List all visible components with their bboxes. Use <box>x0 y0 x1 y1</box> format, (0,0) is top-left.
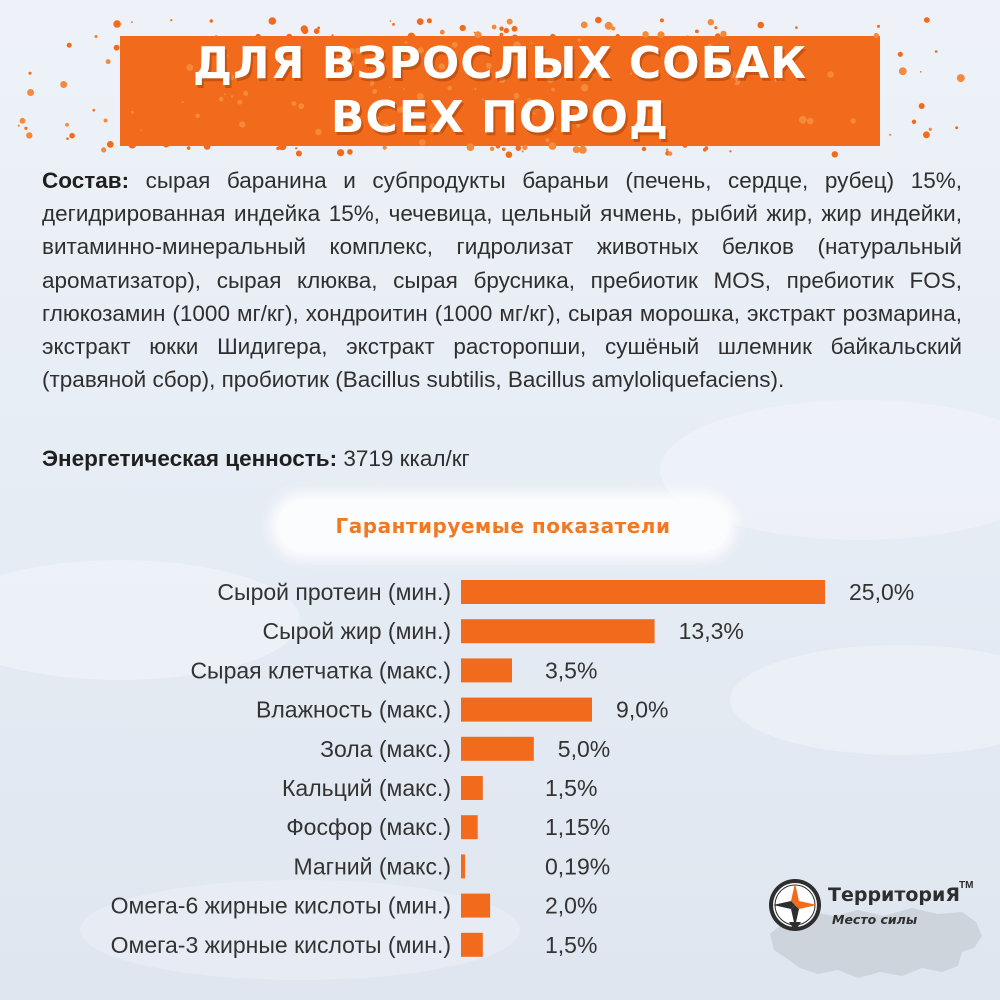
energy-value: 3719 ккал/кг <box>337 446 470 471</box>
composition-label: Состав: <box>42 168 130 193</box>
category-label: Сырой жир (мин.) <box>263 618 451 644</box>
bar <box>461 854 465 879</box>
composition-text: сырая баранина и субпродукты бараньи (пе… <box>42 168 962 393</box>
compass-icon <box>769 879 821 931</box>
value-label: 1,5% <box>545 932 597 958</box>
value-label: 2,0% <box>545 893 597 919</box>
energy-value-line: Энергетическая ценность: 3719 ккал/кг <box>42 442 962 475</box>
energy-label: Энергетическая ценность: <box>42 446 338 471</box>
title-banner <box>17 16 965 158</box>
category-label: Сырой протеин (мин.) <box>217 579 451 605</box>
banner-band <box>120 36 880 146</box>
value-label: 0,19% <box>545 853 610 879</box>
bar <box>461 697 592 722</box>
bar <box>461 893 491 918</box>
bar <box>461 658 512 683</box>
brand-logo: ТерриториЯ TM Место силы <box>762 872 992 990</box>
category-label: Зола (макс.) <box>320 736 451 762</box>
value-label: 1,5% <box>545 775 597 801</box>
value-label: 3,5% <box>545 657 597 683</box>
banner-splatter <box>17 16 965 158</box>
category-label: Магний (макс.) <box>293 853 451 879</box>
composition-paragraph: Состав: сырая баранина и субпродукты бар… <box>42 164 962 396</box>
category-label: Фосфор (макс.) <box>286 814 451 840</box>
bar <box>461 815 478 840</box>
value-label: 9,0% <box>616 697 668 723</box>
bar <box>461 932 483 957</box>
guaranteed-values-chart: Сырой протеин (мин.) 25,0% Сырой жир (мин.… <box>111 579 915 958</box>
bar <box>461 736 534 761</box>
category-label: Кальций (макс.) <box>282 775 451 801</box>
banner-title-line-1: ДЛЯ ВЗРОСЛЫХ СОБАК <box>192 38 808 89</box>
bar <box>461 776 483 800</box>
logo-trademark: TM <box>959 880 974 891</box>
banner-title-line-2: ВСЕХ ПОРОД <box>330 92 670 143</box>
category-label: Омега-3 жирные кислоты (мин.) <box>111 932 451 958</box>
logo-title: ТерриториЯ <box>828 884 960 906</box>
value-label: 5,0% <box>558 736 610 762</box>
russia-map-icon <box>769 879 982 978</box>
section-title-pill: Гарантируемые показатели <box>278 500 728 552</box>
category-label: Влажность (макс.) <box>256 697 451 723</box>
category-label: Омега-6 жирные кислоты (мин.) <box>111 893 451 919</box>
value-label: 1,15% <box>545 814 610 840</box>
section-title: Гарантируемые показатели <box>335 514 671 538</box>
value-label: 25,0% <box>849 579 914 605</box>
value-label: 13,3% <box>679 618 744 644</box>
category-label: Сырая клетчатка (макс.) <box>190 657 451 683</box>
bar <box>461 619 655 644</box>
bar <box>461 580 825 604</box>
logo-subtitle: Место силы <box>832 912 918 927</box>
